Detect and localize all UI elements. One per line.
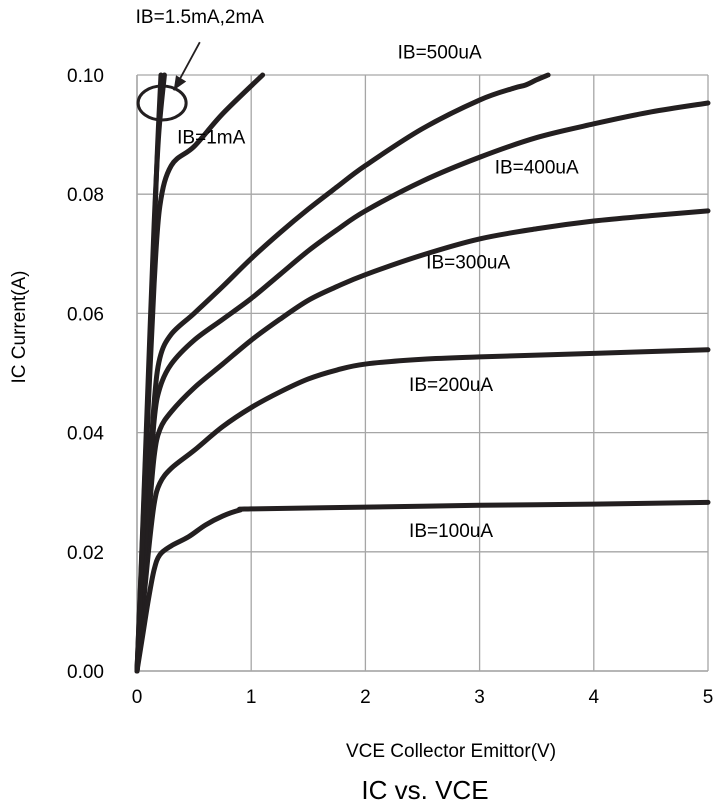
series-label: IB=1.5mA,2mA [136, 7, 265, 28]
y-tick-label: 0.10 [67, 66, 104, 87]
y-tick-label: 0.06 [67, 304, 104, 325]
axes: 0 1 2 3 4 5 0.00 0.02 0.04 0.06 0.08 0.10 [67, 66, 713, 708]
series-line-ib-300ua [134, 208, 711, 674]
annotations: IB=1.5mA,2mA IB=500uA IB=1mA IB=400uA IB=300… [136, 7, 579, 542]
series-line-ib-200ua [134, 347, 711, 674]
y-tick-label: 0.00 [67, 662, 104, 683]
x-tick-label: 0 [132, 687, 143, 708]
x-tick-label: 3 [474, 687, 485, 708]
x-tick-label: 4 [589, 687, 600, 708]
series-label: IB=200uA [409, 375, 493, 396]
series-label: IB=300uA [426, 253, 510, 274]
callout-arrowhead [173, 75, 187, 91]
x-tick-label: 2 [360, 687, 371, 708]
series-label: IB=400uA [495, 157, 579, 178]
y-tick-label: 0.08 [67, 185, 104, 206]
x-axis-title: VCE Collector Emittor(V) [346, 741, 556, 762]
series-label: IB=100uA [409, 521, 493, 542]
callout-ellipse [136, 84, 188, 122]
series-label: IB=500uA [398, 42, 482, 63]
y-axis-title: IC Current(A) [9, 271, 30, 384]
x-tick-label: 1 [246, 687, 257, 708]
chart-title: IC vs. VCE [361, 775, 488, 805]
y-tick-label: 0.02 [67, 543, 104, 564]
series-lines [134, 72, 711, 674]
x-tick-label: 5 [703, 687, 714, 708]
series-line-ib-100ua [134, 499, 711, 674]
grid-lines [136, 74, 709, 672]
series-label: IB=1mA [177, 128, 245, 149]
y-tick-label: 0.04 [67, 424, 104, 445]
series-line-ib-500ua [134, 72, 551, 674]
series-line-ib-1-5ma-2ma [134, 72, 167, 674]
